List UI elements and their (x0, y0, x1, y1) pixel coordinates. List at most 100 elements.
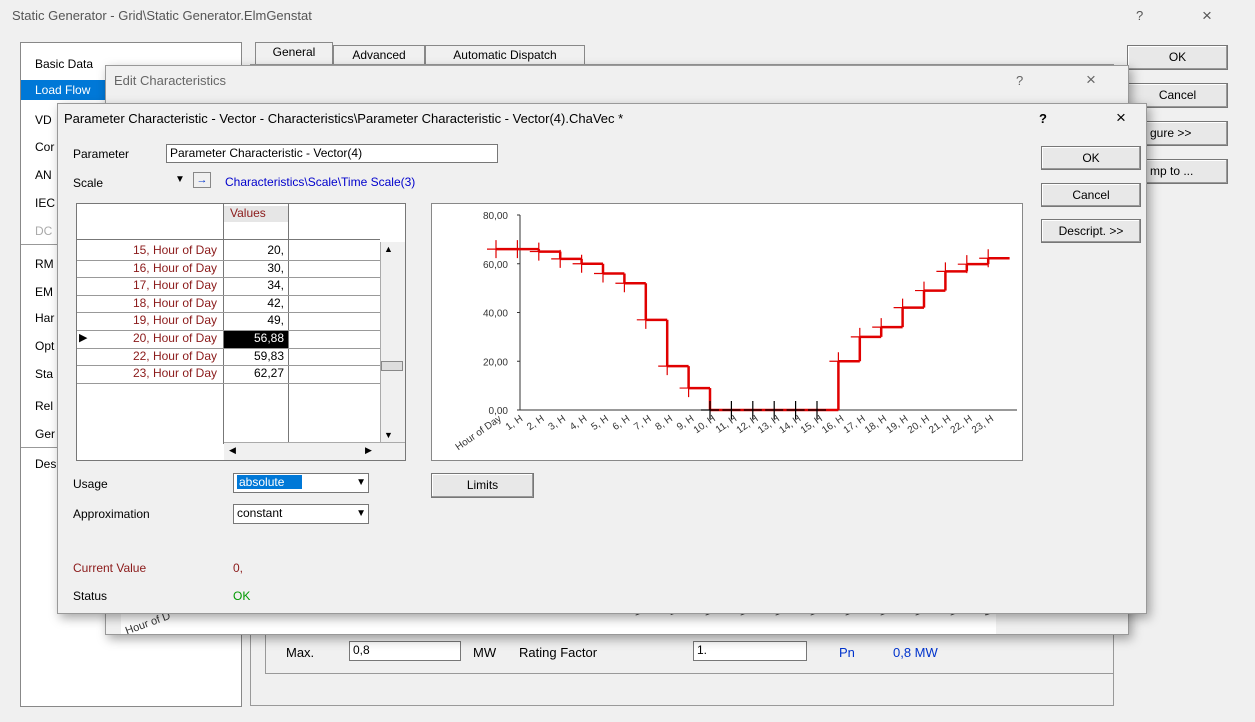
x-tick-label: 14, H (777, 413, 803, 436)
nav-item[interactable]: AN (35, 168, 52, 182)
close-button[interactable]: × (1086, 70, 1096, 89)
x-tick-label: 20, H (906, 413, 932, 436)
cell[interactable]: 56,88 (224, 331, 288, 348)
help-button[interactable]: ? (1039, 111, 1047, 126)
nav-item[interactable]: VD (35, 113, 52, 127)
cell[interactable]: 34, (267, 278, 284, 293)
x-tick-label: 22, H (949, 413, 975, 436)
unit: MW (473, 645, 497, 660)
nav-item[interactable]: Rel (35, 399, 54, 413)
scroll-right: ▶ (365, 445, 372, 455)
point-marker (508, 240, 527, 259)
max-input[interactable]: 0,8 (349, 641, 461, 661)
x-tick-label: 15, H (799, 413, 825, 436)
label: Parameter (73, 147, 130, 161)
point-marker (786, 401, 805, 419)
cell[interactable]: 59,83 (253, 348, 284, 363)
tab[interactable]: Advanced (333, 45, 425, 64)
nav-item[interactable]: Opt (35, 339, 55, 353)
col-line (288, 204, 289, 444)
label: Usage (73, 477, 108, 491)
row-line (77, 259, 380, 261)
y-tick-label: 60,00 (483, 260, 508, 271)
value: 0, (233, 561, 244, 575)
nav-item[interactable]: Cor (35, 140, 55, 154)
point-marker (829, 352, 848, 371)
button[interactable]: Cancel (1127, 83, 1228, 108)
label: Scale (73, 176, 104, 190)
x-tick-label: 17, H (842, 413, 868, 436)
label: Max. (286, 645, 315, 660)
nav-item[interactable]: RM (35, 257, 54, 271)
cell[interactable]: 42, (267, 295, 284, 310)
row-line (77, 330, 380, 331)
nav-item[interactable]: EM (35, 285, 53, 299)
close-button[interactable]: × (1116, 108, 1126, 127)
dialog-title: Edit Characteristics (114, 73, 226, 88)
cell[interactable]: 49, (267, 313, 284, 328)
row-line (77, 312, 380, 314)
help-button[interactable]: ? (1016, 73, 1024, 88)
row-label: 18, Hour of Day (132, 295, 217, 310)
select-value: absolute (237, 475, 303, 489)
col-line (223, 204, 224, 444)
rating-input[interactable]: 1. (693, 641, 807, 661)
column-header: Values (224, 206, 288, 222)
x-tick-label: Hour of Day (454, 413, 504, 453)
point-marker (872, 318, 891, 337)
cell[interactable]: 62,27 (253, 366, 284, 381)
x-tick-label: 6, H (611, 413, 632, 433)
point-marker (850, 327, 869, 346)
point-marker (915, 281, 933, 300)
row-label: 19, Hour of Day (132, 313, 217, 328)
button[interactable]: Descript. >> (1041, 219, 1141, 243)
parameter-input[interactable]: Parameter Characteristic - Vector(4) (166, 144, 498, 163)
row-label: 20, Hour of Day (132, 331, 217, 345)
y-tick-label: 80,00 (483, 211, 508, 222)
row-marker: ▶ (79, 332, 88, 344)
scroll-left: ◀ (229, 445, 236, 455)
cell[interactable]: 30, (267, 260, 284, 275)
nav-item[interactable]: Basic Data (35, 57, 94, 71)
button[interactable]: Cancel (1041, 183, 1141, 207)
point-marker (743, 401, 762, 419)
row-line (77, 277, 380, 279)
nav-item[interactable]: Des (35, 457, 57, 471)
point-marker (722, 401, 741, 419)
nav-item[interactable]: DC (35, 224, 53, 238)
x-tick-label: 5, H (589, 413, 610, 433)
tab[interactable]: General (255, 42, 333, 64)
point-marker (636, 310, 655, 329)
close-button[interactable]: × (1202, 6, 1212, 25)
x-tick-label: 21, H (927, 413, 953, 436)
point-marker (551, 249, 570, 268)
nav-item[interactable]: Ger (35, 427, 56, 441)
label: Current Value (73, 561, 147, 575)
nav-item[interactable]: Har (35, 311, 55, 325)
dropdown-icon[interactable]: ▼ (175, 174, 185, 185)
point-marker (658, 357, 677, 376)
tab[interactable]: Automatic Dispatch (425, 45, 585, 64)
value: 0,8 MW (893, 645, 938, 660)
nav-item[interactable]: Load Flow (21, 80, 123, 100)
row-line (77, 382, 380, 384)
help-button[interactable]: ? (1136, 8, 1144, 23)
y-tick-label: 20,00 (483, 357, 508, 368)
usage-select[interactable]: absolute ▼ (233, 473, 369, 493)
jump-icon[interactable]: → (193, 172, 211, 188)
button[interactable]: OK (1127, 45, 1228, 70)
point-marker (957, 255, 976, 274)
nav-item[interactable]: Sta (35, 367, 54, 381)
point-marker (893, 298, 912, 317)
x-tick-label: 23, H (970, 413, 996, 436)
limits-button[interactable]: Limits (431, 473, 534, 498)
x-tick-label: 4, H (568, 413, 589, 433)
row-line (77, 294, 380, 296)
point-marker (572, 254, 591, 273)
button[interactable]: OK (1041, 146, 1141, 170)
approximation-select[interactable]: constant ▼ (233, 504, 369, 524)
scale-link[interactable]: Characteristics\Scale\Time Scale(3) (225, 175, 416, 189)
label: Pn (839, 645, 855, 660)
nav-item[interactable]: IEC (35, 196, 56, 210)
cell[interactable]: 20, (267, 243, 284, 257)
